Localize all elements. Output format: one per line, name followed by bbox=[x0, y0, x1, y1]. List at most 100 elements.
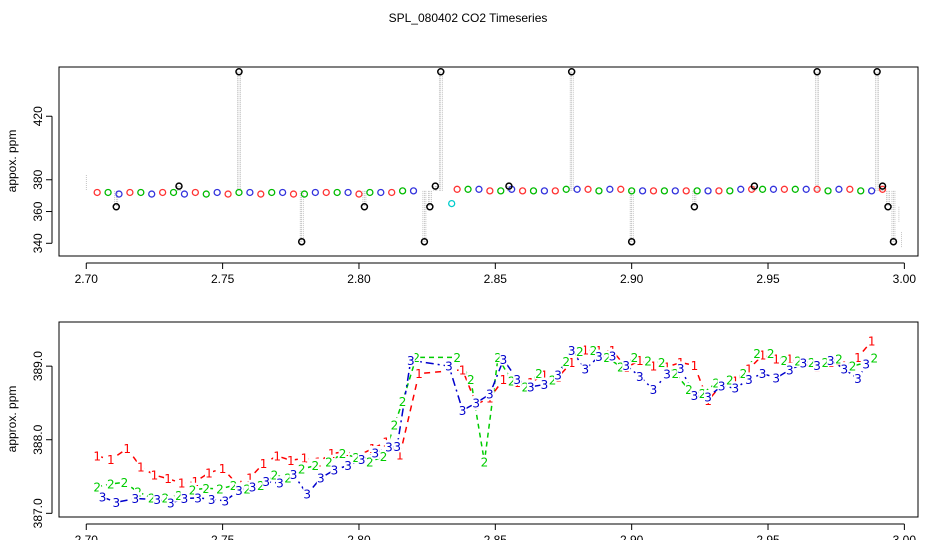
series-3-marker: 3 bbox=[800, 357, 808, 371]
series-1-marker: 1 bbox=[151, 469, 159, 483]
series-3-marker: 3 bbox=[472, 396, 480, 410]
baseline-point bbox=[595, 187, 603, 195]
series-3-marker: 3 bbox=[331, 463, 339, 477]
series-2-marker-bg bbox=[134, 484, 143, 498]
series-3-marker-bg bbox=[384, 440, 393, 454]
plot2-x-tick-label: 2.85 bbox=[484, 533, 508, 540]
series-3-marker: 3 bbox=[609, 349, 617, 363]
series-3-marker: 3 bbox=[827, 354, 835, 368]
baseline-point bbox=[867, 187, 876, 195]
series-1-marker: 1 bbox=[636, 354, 644, 368]
series-2-marker-bg bbox=[229, 478, 238, 492]
spike-point bbox=[235, 68, 243, 76]
series-3-marker: 3 bbox=[303, 488, 311, 502]
plot1-x-tick-label: 2.85 bbox=[484, 272, 508, 286]
series-3-marker-bg bbox=[663, 367, 672, 381]
series-2-marker: 2 bbox=[189, 483, 197, 497]
series-3-marker-bg bbox=[166, 496, 175, 510]
spike-point bbox=[420, 237, 429, 246]
series-2-marker-bg bbox=[161, 490, 170, 504]
series-3-marker-bg bbox=[785, 362, 794, 376]
series-2-marker-bg bbox=[725, 373, 734, 387]
series-3-marker-bg bbox=[316, 471, 325, 484]
series-3-marker-bg bbox=[799, 356, 808, 370]
series-2-marker-bg bbox=[821, 355, 830, 369]
series-3-marker-bg bbox=[153, 492, 162, 506]
series-1-marker: 1 bbox=[192, 475, 200, 489]
series-2-marker: 2 bbox=[257, 479, 265, 493]
series-2-marker-bg bbox=[174, 488, 183, 502]
series-3-marker: 3 bbox=[167, 497, 175, 511]
baseline-point bbox=[202, 190, 210, 198]
baseline-point bbox=[169, 188, 178, 197]
series-3-marker-bg bbox=[248, 479, 257, 493]
series-3-marker: 3 bbox=[393, 440, 401, 454]
series-2-marker: 2 bbox=[148, 491, 156, 505]
baseline-point bbox=[398, 187, 407, 195]
plot1-x-tick-label: 2.70 bbox=[75, 272, 99, 286]
series-3-marker: 3 bbox=[276, 477, 284, 491]
spike-point bbox=[813, 68, 821, 76]
spike-point bbox=[690, 203, 699, 211]
series-2-marker-bg bbox=[548, 373, 557, 387]
series-2-marker: 2 bbox=[521, 380, 529, 394]
series-1-marker-bg bbox=[567, 355, 576, 369]
series-2-marker: 2 bbox=[412, 351, 420, 365]
baseline-point bbox=[333, 188, 341, 197]
series-1-marker-bg bbox=[414, 366, 423, 380]
baseline-point bbox=[475, 185, 483, 193]
plot1-spike-lines bbox=[85, 71, 902, 249]
baseline-point bbox=[693, 187, 701, 195]
plot1-y-tick-label: 420 bbox=[31, 106, 45, 126]
series-1-marker-bg bbox=[395, 448, 404, 462]
baseline-point bbox=[660, 187, 669, 195]
series-3-marker: 3 bbox=[677, 362, 685, 376]
series-2-marker: 2 bbox=[767, 347, 775, 361]
spike-point bbox=[112, 203, 121, 211]
series-3-marker: 3 bbox=[581, 363, 589, 377]
series-1-marker-bg bbox=[93, 448, 102, 462]
baseline-point bbox=[824, 187, 832, 195]
plot2-x-tick-label: 2.80 bbox=[347, 533, 371, 540]
series-1-marker: 1 bbox=[396, 449, 404, 463]
series-1-marker: 1 bbox=[650, 360, 658, 374]
baseline-point bbox=[649, 187, 658, 195]
series-1-marker: 1 bbox=[123, 442, 131, 456]
series-3-marker: 3 bbox=[568, 344, 576, 358]
series-1-marker-bg bbox=[286, 453, 295, 467]
series-1-marker-bg bbox=[785, 351, 794, 365]
series-2-marker-bg bbox=[324, 454, 333, 468]
series-1-marker-bg bbox=[731, 373, 740, 387]
series-2-marker-bg bbox=[93, 479, 102, 493]
series-2-marker-bg bbox=[494, 350, 503, 364]
figure-title: SPL_080402 CO2 Timeseries bbox=[389, 11, 548, 25]
series-3-marker: 3 bbox=[249, 480, 257, 494]
series-1-marker-bg bbox=[854, 350, 863, 364]
baseline-point bbox=[540, 187, 549, 195]
series-3-marker: 3 bbox=[718, 380, 726, 394]
series-1-marker-bg bbox=[744, 362, 753, 376]
series-2-marker-bg bbox=[215, 482, 224, 496]
baseline-point bbox=[715, 187, 723, 195]
baseline-point bbox=[518, 187, 527, 195]
series-2-marker: 2 bbox=[453, 351, 461, 365]
series-3-marker-bg bbox=[303, 487, 312, 501]
plot2-y-tick-label: 389.0 bbox=[31, 351, 45, 381]
baseline-point bbox=[409, 187, 418, 195]
series-3-marker-bg bbox=[813, 358, 822, 372]
series-3-marker: 3 bbox=[813, 359, 821, 373]
spike-point bbox=[567, 68, 576, 76]
baseline-point bbox=[453, 185, 461, 193]
baseline-point bbox=[268, 188, 276, 197]
series-3-marker-bg bbox=[330, 462, 339, 476]
baseline-point bbox=[180, 190, 189, 198]
plot1-x-axis: 2.70 2.75 2.80 2.85 2.90 2.95 3.00 bbox=[75, 262, 916, 286]
series-3-marker: 3 bbox=[181, 492, 189, 506]
series-3-marker-bg bbox=[676, 361, 685, 375]
series-2-marker: 2 bbox=[849, 360, 857, 374]
plot2-y-axis: 387.0 388.0 389.0 bbox=[31, 351, 53, 528]
series-3-marker-bg bbox=[731, 381, 740, 395]
series-2-marker-bg bbox=[379, 449, 388, 463]
series-3-marker: 3 bbox=[786, 363, 794, 377]
